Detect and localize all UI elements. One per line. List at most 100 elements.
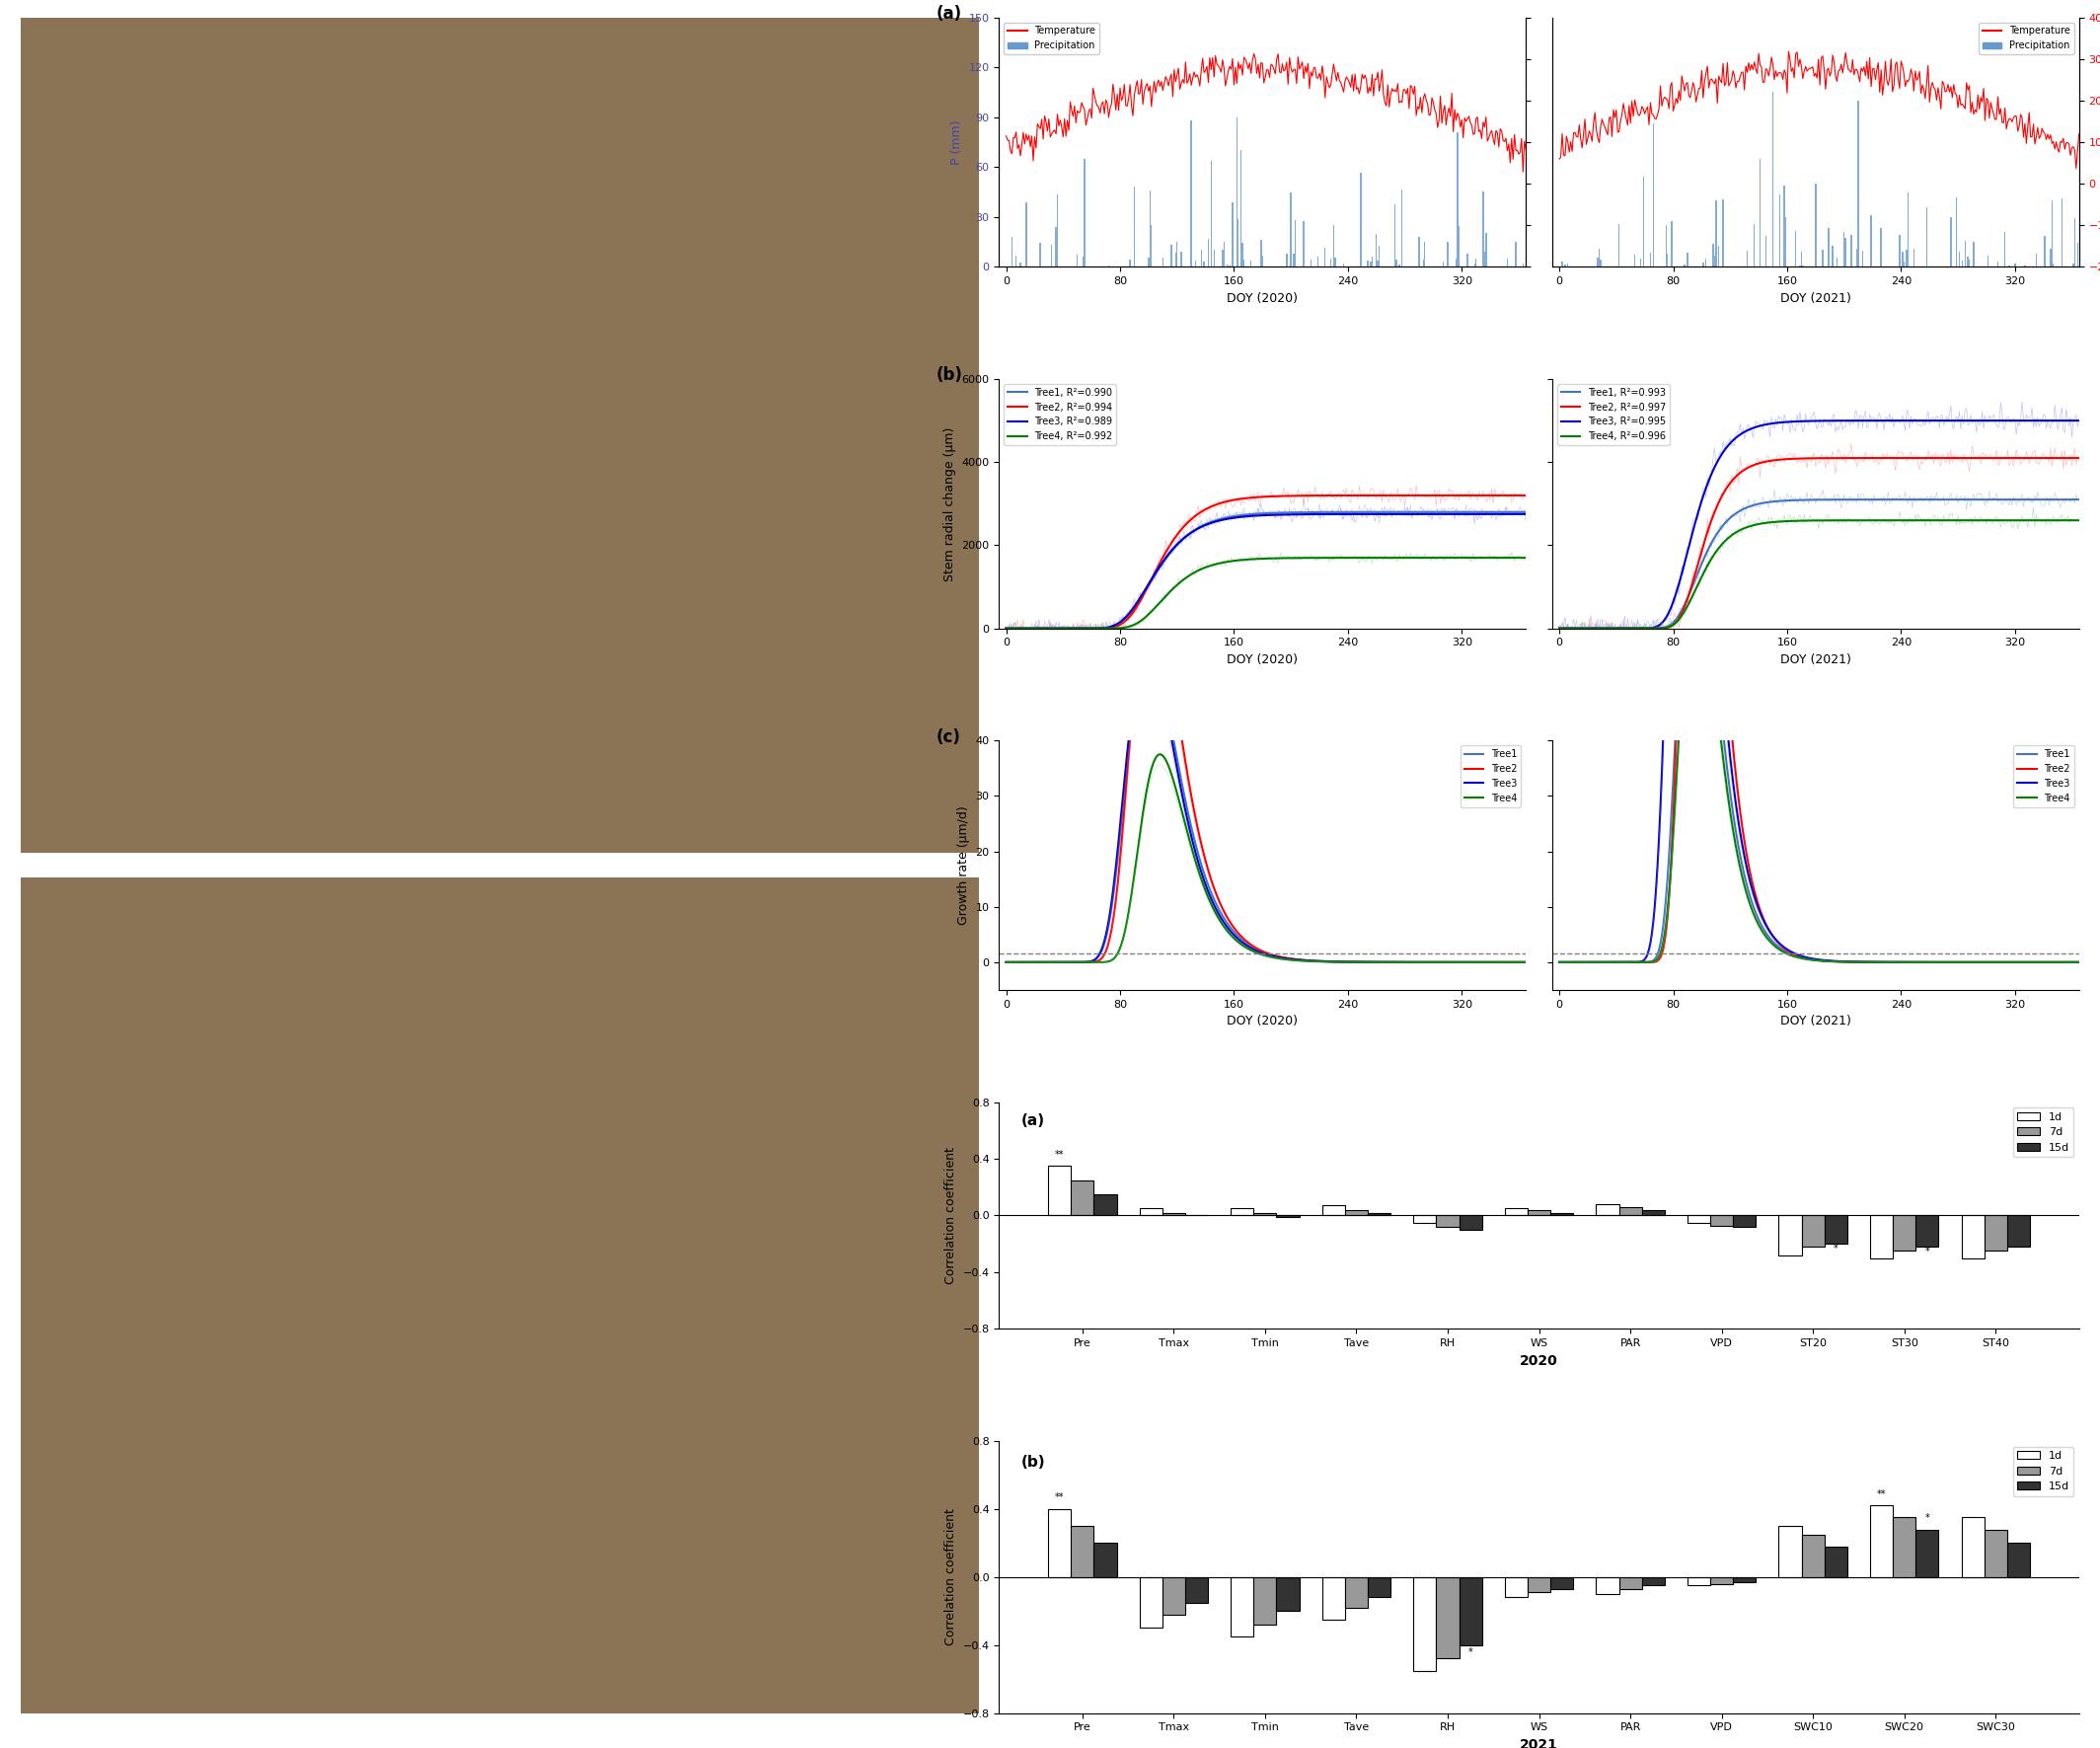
Tree2 bbox=[1905, 951, 1930, 972]
Tree3, R²=0.995 bbox=[1598, 617, 1623, 638]
Tree1, R²=0.993 bbox=[1827, 489, 1852, 510]
Tree3, R²=0.989 bbox=[1275, 503, 1300, 524]
Tree2, R²=0.997 bbox=[1598, 617, 1623, 638]
Bar bbox=[1161, 1213, 1184, 1215]
Tree4, R²=0.992 bbox=[1100, 617, 1126, 638]
X-axis label: DOY (2020): DOY (2020) bbox=[1226, 1016, 1298, 1028]
Tree2 bbox=[993, 951, 1018, 972]
Bar bbox=[1367, 1213, 1390, 1215]
Tree1 bbox=[1136, 638, 1161, 659]
Line: Tree1, R²=0.993: Tree1, R²=0.993 bbox=[1560, 500, 2079, 628]
Text: *: * bbox=[1833, 1245, 1838, 1253]
Bar bbox=[2008, 1215, 2031, 1246]
Tree1, R²=0.990 bbox=[1350, 502, 1376, 523]
Tree4, R²=0.996 bbox=[1827, 510, 1852, 531]
Tree3 bbox=[1598, 951, 1623, 972]
Line: Tree4: Tree4 bbox=[1560, 559, 2079, 961]
Tree1, R²=0.990 bbox=[1100, 615, 1126, 636]
Bar bbox=[1184, 1577, 1207, 1603]
Tree1 bbox=[993, 951, 1018, 972]
Line: Tree4: Tree4 bbox=[1006, 755, 1527, 961]
Line: Tree4, R²=0.996: Tree4, R²=0.996 bbox=[1560, 521, 2079, 628]
Legend: Tree1, R²=0.990, Tree2, R²=0.994, Tree3, R²=0.989, Tree4, R²=0.992: Tree1, R²=0.990, Tree2, R²=0.994, Tree3,… bbox=[1004, 385, 1117, 446]
Tree2 bbox=[1514, 951, 1539, 972]
Bar bbox=[1367, 1577, 1390, 1598]
Tree3, R²=0.989 bbox=[1100, 615, 1126, 636]
Text: **: ** bbox=[1877, 1489, 1886, 1498]
Tree4 bbox=[1653, 912, 1678, 933]
Tree2 bbox=[1275, 947, 1300, 968]
Tree1 bbox=[1380, 951, 1405, 972]
Tree4, R²=0.996 bbox=[1598, 617, 1623, 638]
X-axis label: DOY (2021): DOY (2021) bbox=[1781, 1016, 1850, 1028]
Tree2 bbox=[1380, 951, 1405, 972]
Line: Tree1: Tree1 bbox=[1560, 488, 2079, 961]
Bar bbox=[1459, 1577, 1483, 1645]
Tree2, R²=0.997 bbox=[2066, 447, 2092, 468]
Tree4 bbox=[1082, 951, 1107, 972]
Tree1 bbox=[1598, 951, 1623, 972]
Bar bbox=[1709, 1577, 1732, 1584]
Bar bbox=[1254, 1577, 1277, 1624]
X-axis label: DOY (2020): DOY (2020) bbox=[1226, 292, 1298, 304]
Tree1, R²=0.993 bbox=[1903, 489, 1928, 510]
Tree3, R²=0.995 bbox=[1827, 411, 1852, 432]
Tree1 bbox=[1514, 951, 1539, 972]
Tree2, R²=0.994 bbox=[993, 617, 1018, 638]
Tree1 bbox=[1082, 949, 1107, 970]
Text: (a): (a) bbox=[937, 5, 962, 23]
Bar bbox=[1527, 1210, 1550, 1215]
Tree1, R²=0.990 bbox=[1514, 502, 1539, 523]
Bar bbox=[1094, 1543, 1117, 1577]
Tree3 bbox=[1636, 944, 1661, 965]
Legend: 1d, 7d, 15d: 1d, 7d, 15d bbox=[2014, 1108, 2073, 1157]
Tree4, R²=0.992 bbox=[1350, 547, 1376, 568]
Tree3, R²=0.995 bbox=[1903, 411, 1928, 432]
Line: Tree3: Tree3 bbox=[1006, 649, 1527, 961]
Legend: Tree1, Tree2, Tree3, Tree4: Tree1, Tree2, Tree3, Tree4 bbox=[1459, 745, 1520, 808]
Bar bbox=[2008, 1543, 2031, 1577]
Legend: 1d, 7d, 15d: 1d, 7d, 15d bbox=[2014, 1447, 2073, 1496]
Tree4 bbox=[1932, 951, 1957, 972]
Tree3, R²=0.995 bbox=[2066, 411, 2092, 432]
Tree4, R²=0.992 bbox=[1275, 547, 1300, 568]
Tree3 bbox=[1676, 218, 1701, 239]
Tree2, R²=0.994 bbox=[1275, 486, 1300, 507]
Line: Tree2, R²=0.994: Tree2, R²=0.994 bbox=[1006, 495, 1527, 628]
Tree1 bbox=[1932, 951, 1957, 972]
Bar bbox=[1550, 1213, 1573, 1215]
Bar bbox=[1254, 1213, 1277, 1215]
Legend: Temperature, Precipitation: Temperature, Precipitation bbox=[1004, 23, 1100, 54]
Tree2, R²=0.997 bbox=[1903, 447, 1928, 468]
Bar bbox=[1984, 1530, 2008, 1577]
Y-axis label: Stem radial change (μm): Stem radial change (μm) bbox=[943, 427, 956, 580]
Tree4, R²=0.996 bbox=[1636, 617, 1661, 638]
Tree4, R²=0.996 bbox=[1548, 617, 1573, 638]
Tree2 bbox=[1100, 911, 1126, 932]
Bar bbox=[1231, 1577, 1254, 1636]
Tree4, R²=0.996 bbox=[1932, 510, 1957, 531]
Tree1 bbox=[1636, 951, 1661, 972]
Bar bbox=[1436, 1215, 1459, 1227]
Tree2 bbox=[1932, 951, 1957, 972]
Tree4 bbox=[1350, 951, 1376, 972]
Tree4, R²=0.992 bbox=[1082, 617, 1107, 638]
Tree3 bbox=[1046, 951, 1071, 972]
Tree3 bbox=[1134, 638, 1159, 659]
Tree1 bbox=[1653, 886, 1678, 907]
Tree4 bbox=[1100, 949, 1126, 970]
Tree3 bbox=[1380, 951, 1405, 972]
Tree2, R²=0.997 bbox=[1653, 617, 1678, 638]
Bar bbox=[1413, 1577, 1436, 1671]
Tree2 bbox=[2066, 951, 2092, 972]
Tree4 bbox=[993, 951, 1018, 972]
Tree1 bbox=[1350, 951, 1376, 972]
X-axis label: 2020: 2020 bbox=[1520, 1353, 1558, 1367]
Bar bbox=[1732, 1215, 1756, 1227]
Line: Tree2, R²=0.997: Tree2, R²=0.997 bbox=[1560, 458, 2079, 628]
Tree3 bbox=[1082, 949, 1107, 970]
Tree3 bbox=[1514, 951, 1539, 972]
Tree1 bbox=[1829, 951, 1854, 972]
Tree2, R²=0.994 bbox=[1514, 484, 1539, 505]
Tree2 bbox=[1082, 951, 1107, 972]
